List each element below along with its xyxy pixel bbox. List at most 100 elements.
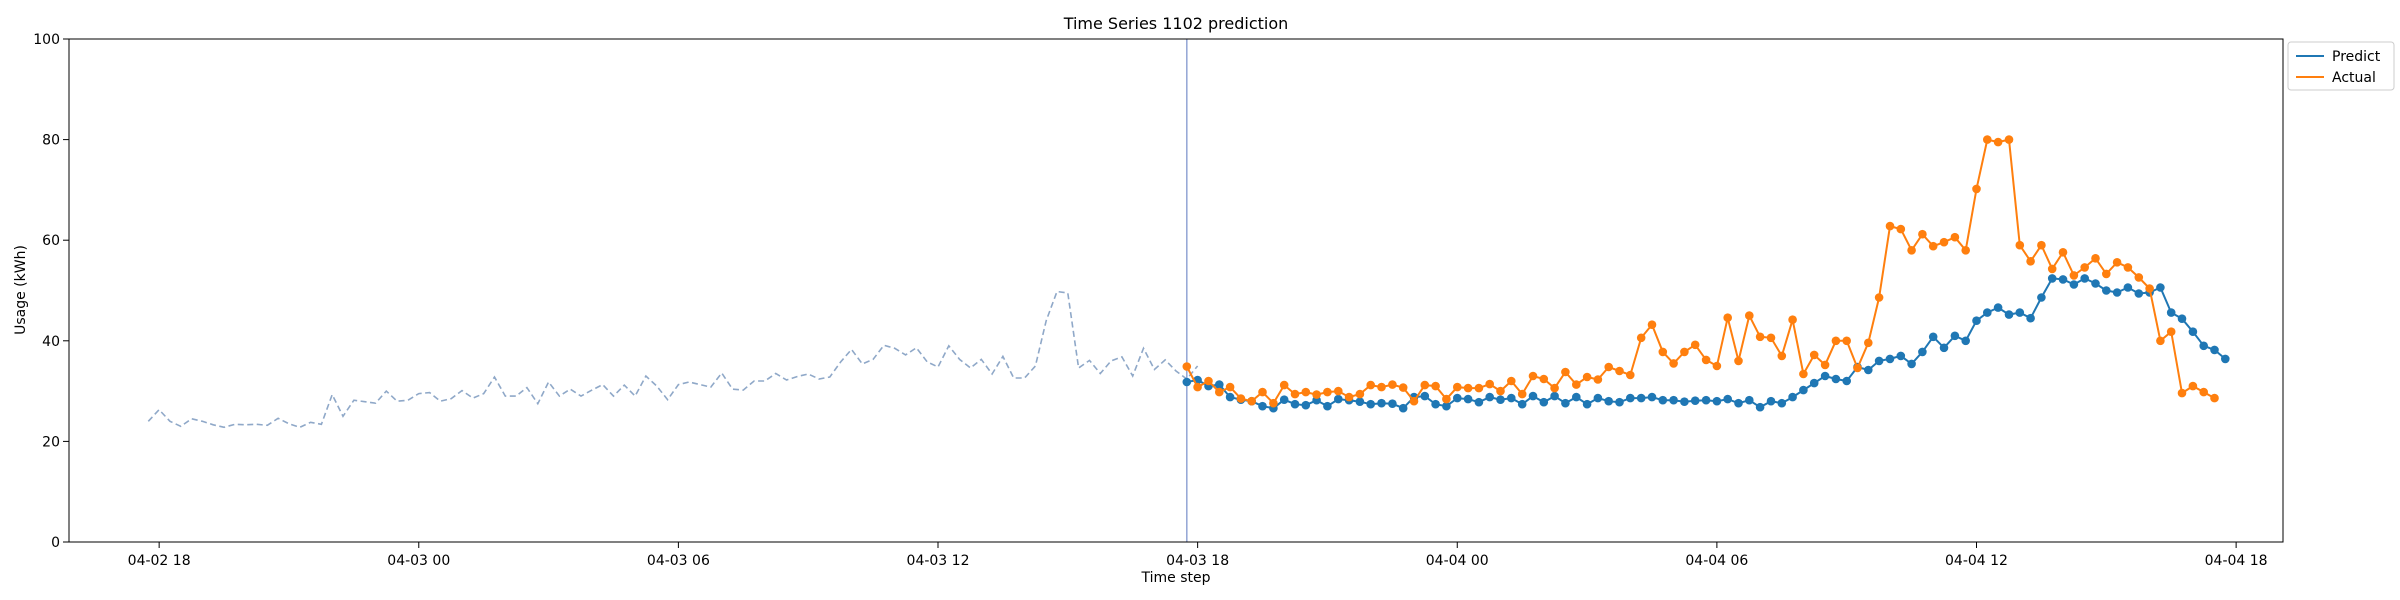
x-tick-label: 04-03 18 <box>1166 553 1229 569</box>
data-point-predict <box>1355 397 1365 407</box>
data-point-predict <box>1636 393 1646 403</box>
data-point-predict <box>1658 395 1668 405</box>
data-point-actual <box>1842 336 1851 346</box>
data-point-predict <box>1864 365 1873 375</box>
data-point-predict <box>1334 394 1343 404</box>
data-point-actual <box>1658 347 1668 357</box>
data-point-predict <box>2058 275 2068 284</box>
data-point-actual <box>1647 320 1657 330</box>
data-point-actual <box>1712 361 1722 371</box>
data-point-actual <box>1182 362 1192 371</box>
data-point-predict <box>1939 343 1949 353</box>
chart-legend: Predict Actual <box>2287 41 2395 91</box>
data-point-actual <box>1388 380 1397 389</box>
data-point-actual <box>1247 396 1256 406</box>
data-point-actual <box>2166 327 2176 337</box>
data-point-actual <box>1993 137 2003 147</box>
data-point-actual <box>1907 246 1916 255</box>
data-point-predict <box>2037 293 2046 302</box>
data-point-predict <box>2015 308 2025 317</box>
data-point-predict <box>1604 396 1613 406</box>
x-tick-label: 04-04 06 <box>1685 553 1748 569</box>
data-point-actual <box>1961 246 1970 255</box>
data-point-actual <box>2156 336 2165 346</box>
y-tick-label: 80 <box>42 133 60 149</box>
data-point-actual <box>1474 383 1484 393</box>
data-point-actual <box>1344 392 1354 402</box>
data-point-actual <box>1604 362 1613 372</box>
data-point-predict <box>1366 399 1375 409</box>
x-tick-label: 04-04 12 <box>1945 553 2008 569</box>
data-point-actual <box>2123 263 2133 272</box>
data-point-predict <box>1690 396 1700 406</box>
history-line <box>147 290 1199 429</box>
data-point-actual <box>1485 379 1494 389</box>
data-point-actual <box>1669 359 1678 368</box>
data-point-actual <box>1539 374 1549 384</box>
data-point-predict <box>1463 394 1473 404</box>
data-point-actual <box>2091 253 2100 263</box>
y-tick-label: 60 <box>42 233 60 249</box>
data-point-actual <box>1334 386 1343 396</box>
data-point-predict <box>2134 289 2144 298</box>
data-point-actual <box>2058 248 2068 257</box>
data-point-predict <box>1755 402 1765 412</box>
data-point-predict <box>1301 400 1311 410</box>
data-point-actual <box>2047 264 2057 274</box>
legend-label-actual: Actual <box>2332 70 2376 86</box>
series-line-actual <box>1185 138 2215 405</box>
data-point-actual <box>1593 375 1603 384</box>
data-point-actual <box>1301 387 1311 397</box>
data-point-predict <box>1182 377 1192 387</box>
data-point-actual <box>1972 184 1981 194</box>
data-point-actual <box>1809 350 1819 360</box>
data-point-predict <box>1896 351 1906 361</box>
data-point-predict <box>1712 396 1722 406</box>
data-point-predict <box>1993 303 2003 312</box>
data-point-predict <box>1539 397 1549 407</box>
x-tick-label: 04-04 18 <box>2205 553 2268 569</box>
data-point-actual <box>1258 387 1267 397</box>
data-point-predict <box>2210 345 2219 355</box>
data-point-actual <box>1615 366 1624 376</box>
data-point-predict <box>1258 401 1267 411</box>
data-point-predict <box>2026 313 2035 323</box>
data-point-actual <box>1507 376 1516 386</box>
data-point-actual <box>1885 221 1895 231</box>
data-point-actual <box>1939 237 1949 247</box>
data-point-actual <box>1398 383 1408 392</box>
data-point-predict <box>1420 391 1430 401</box>
data-point-actual <box>1366 380 1375 390</box>
data-point-actual <box>1680 347 1689 357</box>
data-point-actual <box>2102 269 2111 279</box>
data-point-actual <box>2188 381 2198 391</box>
data-point-predict <box>1928 332 1938 342</box>
data-point-actual <box>1215 387 1224 397</box>
series-line-predict <box>1186 277 2226 410</box>
x-axis: 04-02 18 04-03 00 04-03 06 04-03 12 04-03 18… <box>128 542 2268 569</box>
data-point-actual <box>1279 380 1289 390</box>
data-point-predict <box>1723 394 1732 404</box>
data-point-predict <box>2091 279 2100 288</box>
data-point-actual <box>1453 382 1462 392</box>
data-point-predict <box>1766 396 1776 406</box>
data-point-predict <box>1561 398 1570 408</box>
data-point-predict <box>1680 397 1689 407</box>
data-point-actual <box>1766 333 1776 343</box>
data-point-actual <box>1236 394 1246 403</box>
data-point-predict <box>1442 401 1451 411</box>
data-point-predict <box>2080 274 2089 283</box>
data-point-actual <box>1442 394 1451 404</box>
data-point-predict <box>1961 336 1970 346</box>
data-point-actual <box>2015 240 2025 250</box>
data-point-actual <box>2199 387 2208 397</box>
data-point-actual <box>1788 315 1797 325</box>
data-point-actual <box>2080 263 2089 272</box>
data-point-predict <box>1745 395 1754 405</box>
data-point-predict <box>1485 392 1494 402</box>
data-point-actual <box>1690 340 1700 350</box>
data-point-predict <box>2156 283 2165 292</box>
data-point-actual <box>1420 380 1430 390</box>
data-point-predict <box>1582 399 1592 409</box>
data-point-actual <box>1799 369 1808 379</box>
